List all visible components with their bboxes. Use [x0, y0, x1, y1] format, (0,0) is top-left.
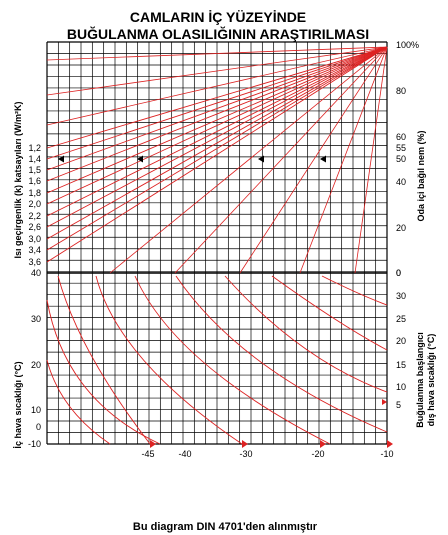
- bottom-temp-tick: -40: [178, 449, 191, 459]
- outside-temp-arrow: [242, 440, 248, 448]
- k-value-line: [46, 46, 388, 182]
- k-value-tick: 1,8: [28, 188, 41, 198]
- k-value-line: [46, 46, 388, 251]
- humidity-tick: 0: [396, 268, 401, 278]
- humidity-line: [46, 46, 388, 61]
- humidity-tick: 40: [396, 177, 406, 187]
- bottom-temp-tick: -30: [239, 449, 252, 459]
- k-value-line: [46, 46, 388, 149]
- k-value-line: [46, 46, 388, 194]
- humidity-line: [354, 46, 388, 274]
- isotherm-curve: [224, 275, 388, 393]
- inside-temp-tick: 0: [36, 422, 41, 432]
- chart-grid: [46, 41, 388, 445]
- k-value-tick: 2,0: [28, 199, 41, 209]
- k-value-tick: 1,6: [28, 176, 41, 186]
- outside-temp-arrow: [387, 440, 393, 448]
- reading-marker: [258, 155, 264, 163]
- humidity-line: [109, 46, 388, 274]
- outside-temp-tick: 0: [396, 268, 401, 278]
- k-value-line: [46, 46, 388, 240]
- reading-marker: [58, 155, 64, 163]
- humidity-axis-label: Oda içi bağıl nem (%): [416, 130, 426, 221]
- humidity-line: [239, 46, 388, 274]
- outside-temp-tick: 15: [396, 360, 406, 370]
- humidity-tick: 100%: [396, 40, 419, 50]
- condensation-outside-temp-label-1: Buğulanma başlangıcı: [415, 332, 425, 428]
- humidity-line: [46, 46, 388, 126]
- outside-temp-tick: 10: [396, 382, 406, 392]
- inside-temp-tick: -10: [28, 439, 41, 449]
- bottom-temp-tick: -10: [380, 449, 393, 459]
- humidity-line: [46, 46, 388, 96]
- k-value-tick: 1,2: [28, 143, 41, 153]
- reading-marker: [137, 155, 143, 163]
- isotherm-curve: [46, 299, 161, 445]
- humidity-tick: 20: [396, 223, 406, 233]
- inside-temp-tick: 20: [31, 360, 41, 370]
- humidity-tick: 50: [396, 154, 406, 164]
- k-value-line: [46, 46, 388, 263]
- humidity-tick: 80: [396, 86, 406, 96]
- isotherm-curve: [321, 275, 388, 306]
- k-value-line: [46, 46, 388, 171]
- humidity-line: [299, 46, 388, 274]
- outside-temp-arrow: [320, 440, 326, 448]
- k-value-line: [46, 46, 388, 160]
- k-coefficient-axis-label: Isı geçirgenlik (k) katsayıları (W/m²K): [13, 101, 23, 258]
- isotherm-curve: [46, 359, 111, 445]
- reading-marker: [320, 155, 326, 163]
- isotherm-curve: [134, 275, 331, 445]
- inside-temp-tick: 30: [31, 314, 41, 324]
- outside-temp-tick: 25: [396, 314, 406, 324]
- bottom-temp-tick: -45: [141, 449, 154, 459]
- k-value-line: [46, 46, 388, 205]
- outside-temp-arrow: [150, 440, 156, 448]
- inside-temp-tick: 10: [31, 405, 41, 415]
- isotherm-curve: [95, 275, 243, 445]
- outside-temp-tick: 20: [396, 336, 406, 346]
- outside-temp-arrow: [382, 399, 387, 405]
- k-value-tick: 1,5: [28, 165, 41, 175]
- bottom-temp-tick: -20: [311, 449, 324, 459]
- chart-tick-labels: 1,21,41,51,6 1,82,0 2,22,6 3,03,4 3,6 100% 80 6…: [28, 40, 419, 459]
- chart-title-line-2: BUĞULANMA OLASILIĞININ ARAŞTIRILMASI: [67, 25, 369, 42]
- k-value-tick: 2,6: [28, 222, 41, 232]
- isotherm-curve: [57, 275, 151, 445]
- k-value-tick: 1,4: [28, 154, 41, 164]
- inside-temperature-axis-label: İç hava sıcaklığı (°C): [13, 361, 23, 448]
- k-value-tick: 3,0: [28, 234, 41, 244]
- outside-temp-tick: 30: [396, 291, 406, 301]
- k-value-line: [46, 46, 388, 228]
- k-value-tick: 3,4: [28, 245, 41, 255]
- humidity-tick: 60: [396, 132, 406, 142]
- isotherm-curve: [271, 275, 388, 351]
- inside-temp-tick: 40: [31, 268, 41, 278]
- k-value-tick: 2,2: [28, 211, 41, 221]
- humidity-line: [174, 46, 388, 274]
- k-value-tick: 3,6: [28, 257, 41, 267]
- source-footer: Bu diagram DIN 4701'den alınmıştır: [133, 521, 318, 533]
- condensation-outside-temp-label-2: dış hava sıcaklığı (°C): [426, 334, 436, 427]
- k-value-line: [46, 46, 388, 217]
- chart-title-line-1: CAMLARIN İÇ YÜZEYİNDE: [130, 9, 306, 25]
- chart-curves: [46, 46, 393, 448]
- isotherm-curve: [175, 275, 388, 433]
- outside-temp-tick: 5: [396, 400, 401, 410]
- humidity-tick: 55: [396, 143, 406, 153]
